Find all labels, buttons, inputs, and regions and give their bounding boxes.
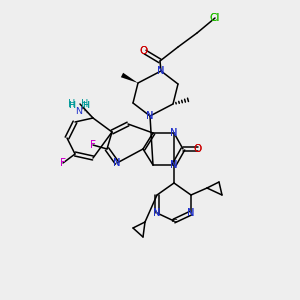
Text: H: H bbox=[68, 100, 76, 109]
Text: H: H bbox=[68, 99, 76, 109]
Text: F: F bbox=[60, 158, 66, 168]
Text: N: N bbox=[153, 208, 161, 218]
Text: Cl: Cl bbox=[210, 13, 220, 23]
Text: H: H bbox=[82, 100, 89, 109]
Text: N: N bbox=[146, 111, 154, 121]
Text: N: N bbox=[153, 208, 161, 218]
Text: N: N bbox=[170, 160, 178, 170]
Text: N: N bbox=[170, 128, 178, 138]
Text: O: O bbox=[140, 46, 148, 56]
Text: N: N bbox=[113, 158, 121, 168]
Text: =: = bbox=[170, 217, 178, 226]
Text: N: N bbox=[187, 208, 195, 218]
Text: N: N bbox=[170, 160, 178, 170]
Text: F: F bbox=[60, 158, 66, 168]
Text: Cl: Cl bbox=[210, 13, 220, 23]
Text: H: H bbox=[82, 100, 89, 109]
Text: O: O bbox=[140, 46, 148, 56]
Text: H: H bbox=[68, 100, 76, 109]
Polygon shape bbox=[121, 73, 138, 83]
Text: N: N bbox=[157, 66, 165, 76]
Text: N: N bbox=[187, 208, 195, 218]
Text: H: H bbox=[81, 99, 89, 109]
Text: O: O bbox=[194, 144, 202, 154]
Text: F: F bbox=[90, 140, 96, 150]
Text: F: F bbox=[90, 140, 96, 150]
Text: N: N bbox=[76, 107, 82, 116]
Text: O: O bbox=[194, 144, 202, 154]
Text: N: N bbox=[113, 158, 121, 168]
Text: N: N bbox=[170, 128, 178, 138]
Text: N: N bbox=[146, 111, 154, 121]
Text: N: N bbox=[157, 66, 165, 76]
